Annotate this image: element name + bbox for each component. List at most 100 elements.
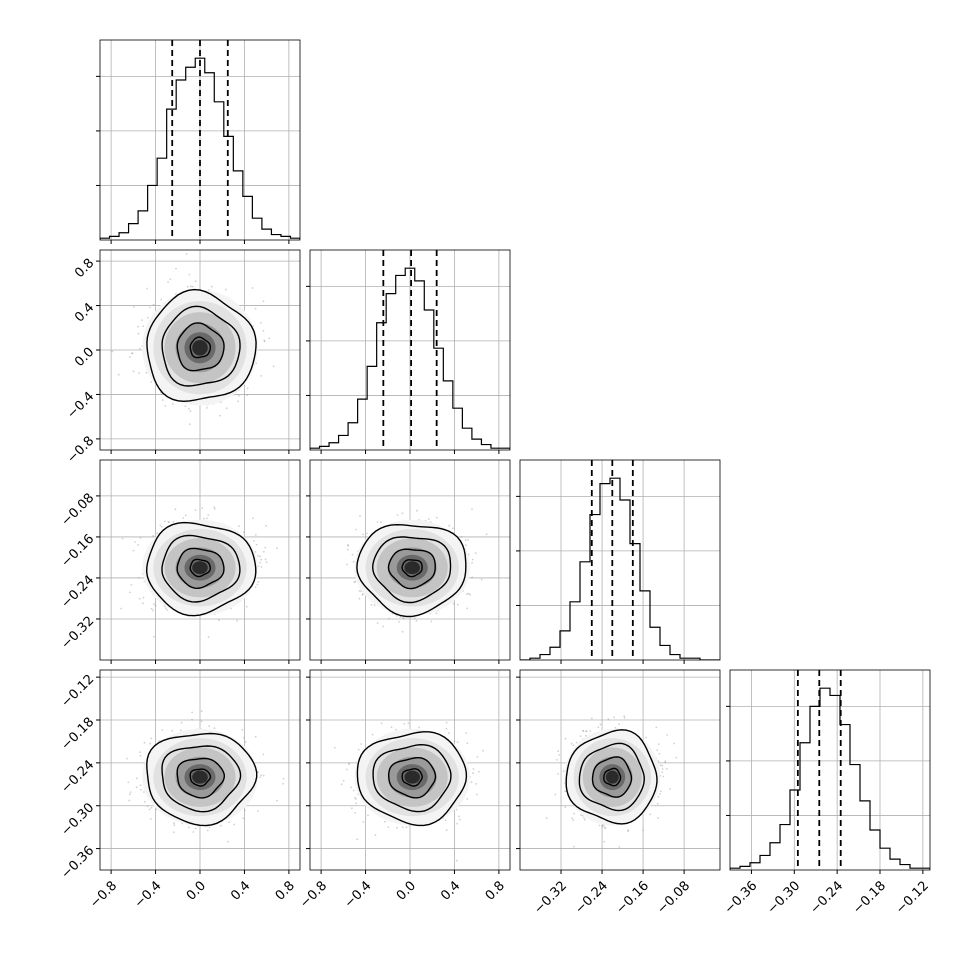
y-tick-label: −0.32 bbox=[59, 614, 98, 653]
histogram-p2 bbox=[520, 478, 720, 660]
scatter-point bbox=[246, 606, 248, 608]
scatter-point bbox=[475, 552, 477, 554]
scatter-point bbox=[366, 533, 368, 535]
scatter-point bbox=[257, 584, 259, 586]
scatter-point bbox=[226, 407, 228, 409]
scatter-point bbox=[173, 831, 175, 833]
scatter-point bbox=[266, 562, 268, 564]
scatter-point bbox=[142, 325, 144, 327]
scatter-point bbox=[252, 517, 254, 519]
scatter-point bbox=[354, 581, 356, 583]
scatter-point bbox=[187, 286, 189, 288]
panel-content bbox=[310, 250, 510, 450]
scatter-point bbox=[263, 551, 265, 553]
scatter-point bbox=[377, 622, 379, 624]
scatter-point bbox=[173, 521, 175, 523]
scatter-point bbox=[139, 348, 141, 350]
scatter-point bbox=[243, 737, 245, 739]
scatter-point bbox=[466, 608, 468, 610]
panel-content bbox=[100, 40, 300, 240]
scatter-point bbox=[371, 604, 373, 606]
scatter-point bbox=[468, 593, 470, 595]
scatter-point bbox=[398, 621, 400, 623]
scatter-point bbox=[252, 287, 254, 289]
y-tick-label: 0.0 bbox=[72, 345, 97, 370]
scatter-point bbox=[236, 620, 238, 622]
scatter-point bbox=[469, 594, 471, 596]
scatter-point bbox=[257, 810, 259, 812]
scatter-point bbox=[141, 319, 143, 321]
scatter-point bbox=[165, 607, 167, 609]
scatter-point bbox=[260, 322, 262, 324]
scatter-point bbox=[218, 619, 220, 621]
scatter-point bbox=[466, 593, 468, 595]
scatter-point bbox=[207, 830, 209, 832]
scatter-point bbox=[133, 306, 135, 308]
scatter-point bbox=[166, 609, 168, 611]
scatter-point bbox=[353, 561, 355, 563]
y-tick-label: 0.4 bbox=[72, 300, 97, 325]
scatter-point bbox=[436, 517, 438, 519]
scatter-point bbox=[152, 535, 154, 537]
scatter-point bbox=[260, 559, 262, 561]
scatter-point bbox=[238, 395, 240, 397]
scatter-point bbox=[431, 621, 433, 623]
scatter-point bbox=[428, 518, 430, 520]
scatter-point bbox=[467, 539, 469, 541]
scatter-point bbox=[416, 510, 418, 512]
scatter-point bbox=[190, 410, 192, 412]
scatter-point bbox=[151, 807, 153, 809]
scatter-point bbox=[206, 407, 208, 409]
scatter-point bbox=[242, 817, 244, 819]
y-tick-label: −0.4 bbox=[64, 389, 97, 422]
panel-content bbox=[520, 460, 720, 660]
scatter-point bbox=[131, 584, 133, 586]
scatter-point bbox=[149, 307, 151, 309]
scatter-point bbox=[453, 603, 455, 605]
scatter-point bbox=[138, 372, 140, 374]
scatter-point bbox=[129, 793, 131, 795]
scatter-point bbox=[134, 541, 136, 543]
scatter-point bbox=[129, 356, 131, 358]
scatter-point bbox=[237, 400, 239, 402]
scatter-point bbox=[388, 618, 390, 620]
scatter-point bbox=[146, 372, 148, 374]
scatter-point bbox=[346, 564, 348, 566]
panel-p2-p2 bbox=[516, 460, 720, 664]
scatter-point bbox=[241, 729, 243, 731]
scatter-point bbox=[257, 581, 259, 583]
scatter-point bbox=[139, 598, 141, 600]
scatter-point bbox=[359, 515, 361, 517]
scatter-point bbox=[207, 514, 209, 516]
scatter-point bbox=[143, 597, 145, 599]
scatter-point bbox=[150, 738, 152, 740]
scatter-point bbox=[457, 604, 459, 606]
scatter-point bbox=[399, 616, 401, 618]
panel-content bbox=[100, 460, 300, 660]
panel-p1-p0: −0.8−0.40.00.40.8 bbox=[64, 250, 300, 467]
scatter-point bbox=[143, 791, 145, 793]
scatter-point bbox=[140, 784, 142, 786]
scatter-point bbox=[118, 374, 120, 376]
scatter-point bbox=[263, 775, 265, 777]
scatter-point bbox=[164, 521, 166, 523]
scatter-point bbox=[347, 544, 349, 546]
scatter-point bbox=[255, 586, 257, 588]
y-tick-label: −0.8 bbox=[64, 434, 97, 467]
scatter-point bbox=[355, 529, 357, 531]
scatter-point bbox=[138, 333, 140, 335]
scatter-point bbox=[192, 286, 194, 288]
scatter-point bbox=[374, 605, 376, 607]
scatter-point bbox=[142, 602, 144, 604]
scatter-point bbox=[260, 375, 262, 377]
scatter-point bbox=[162, 399, 164, 401]
scatter-point bbox=[131, 352, 133, 354]
scatter-point bbox=[195, 280, 197, 282]
panel-p2-p1 bbox=[306, 460, 513, 664]
scatter-point bbox=[273, 365, 275, 367]
scatter-point bbox=[156, 532, 158, 534]
scatter-point bbox=[195, 828, 197, 830]
scatter-point bbox=[397, 514, 399, 516]
